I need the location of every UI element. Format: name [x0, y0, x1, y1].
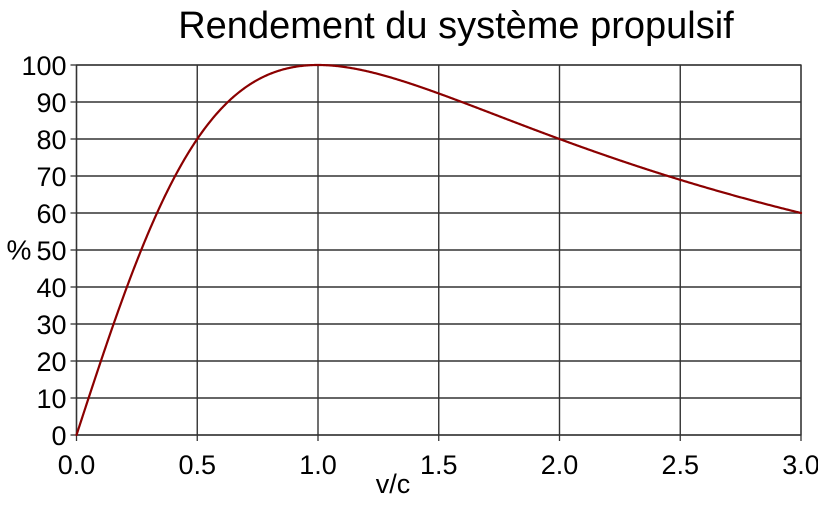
svg-text:60: 60 — [36, 199, 66, 229]
svg-text:0.0: 0.0 — [58, 450, 96, 480]
svg-text:0: 0 — [51, 421, 66, 451]
svg-text:70: 70 — [36, 162, 66, 192]
svg-text:2.5: 2.5 — [661, 450, 699, 480]
svg-text:1.0: 1.0 — [299, 450, 337, 480]
svg-text:1.5: 1.5 — [420, 450, 458, 480]
svg-text:90: 90 — [36, 88, 66, 118]
svg-text:10: 10 — [36, 384, 66, 414]
svg-text:40: 40 — [36, 273, 66, 303]
svg-text:v/c: v/c — [376, 469, 411, 499]
svg-text:3.0: 3.0 — [782, 450, 818, 480]
svg-text:20: 20 — [36, 347, 66, 377]
svg-text:100: 100 — [21, 51, 66, 81]
svg-text:0.5: 0.5 — [178, 450, 216, 480]
svg-text:30: 30 — [36, 310, 66, 340]
svg-text:50: 50 — [36, 236, 66, 266]
svg-text:80: 80 — [36, 125, 66, 155]
svg-text:%: % — [7, 234, 32, 265]
svg-text:2.0: 2.0 — [541, 450, 579, 480]
